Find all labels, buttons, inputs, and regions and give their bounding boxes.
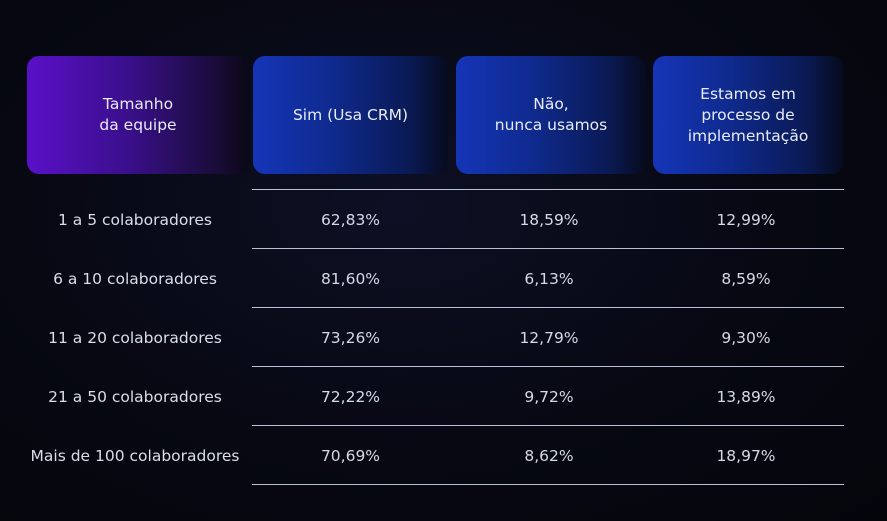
implementing-value: 8,59% xyxy=(721,269,771,288)
table-row: 6 a 10 colaboradores 81,60% 6,13% 8,59% xyxy=(0,249,887,308)
table-divider xyxy=(252,189,844,190)
implementing-value: 12,99% xyxy=(716,210,776,229)
uses-crm-value: 72,22% xyxy=(320,387,381,406)
table-divider xyxy=(252,366,844,367)
header-implementing: Estamos em processo de implementação xyxy=(653,56,843,174)
header-never-used: Não, nunca usamos xyxy=(456,56,646,174)
uses-crm-value: 62,83% xyxy=(320,210,381,229)
team-size-label: 6 a 10 colaboradores xyxy=(53,269,217,288)
implementing-value: 13,89% xyxy=(716,387,776,406)
table-row: Mais de 100 colaboradores 70,69% 8,62% 18,9… xyxy=(0,426,887,485)
header-team-size: Tamanho da equipe xyxy=(27,56,249,174)
table-divider xyxy=(252,307,844,308)
header-uses-crm: Sim (Usa CRM) xyxy=(253,56,448,174)
implementing-value: 9,30% xyxy=(721,328,771,347)
team-size-label: 21 a 50 colaboradores xyxy=(48,387,222,406)
uses-crm-value: 81,60% xyxy=(320,269,381,288)
never-used-value: 9,72% xyxy=(524,387,574,406)
table-row: 11 a 20 colaboradores 73,26% 12,79% 9,30% xyxy=(0,308,887,367)
never-used-value: 18,59% xyxy=(519,210,579,229)
never-used-value: 6,13% xyxy=(524,269,574,288)
never-used-value: 12,79% xyxy=(519,328,579,347)
table-row: 1 a 5 colaboradores 62,83% 18,59% 12,99% xyxy=(0,190,887,249)
team-size-label: 1 a 5 colaboradores xyxy=(58,210,212,229)
table-divider xyxy=(252,425,844,426)
table-divider xyxy=(252,248,844,249)
never-used-value: 8,62% xyxy=(524,446,574,465)
implementing-value: 18,97% xyxy=(716,446,776,465)
table-row: 21 a 50 colaboradores 72,22% 9,72% 13,89% xyxy=(0,367,887,426)
uses-crm-value: 73,26% xyxy=(320,328,381,347)
uses-crm-value: 70,69% xyxy=(320,446,381,465)
team-size-label: 11 a 20 colaboradores xyxy=(48,328,222,347)
table-divider xyxy=(252,484,844,485)
team-size-label: Mais de 100 colaboradores xyxy=(30,446,240,465)
